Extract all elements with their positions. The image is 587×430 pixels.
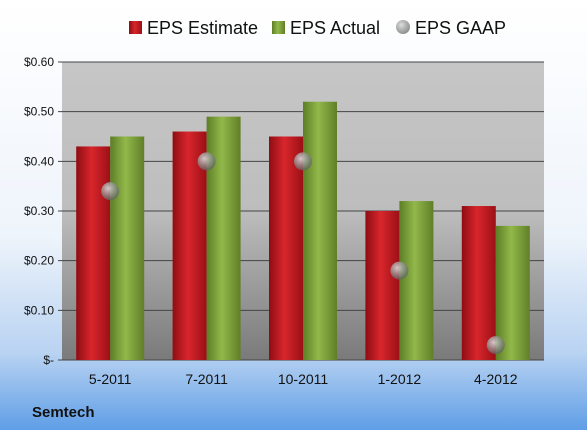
bar-eps-estimate — [76, 146, 111, 360]
bar-eps-estimate — [269, 136, 303, 360]
y-tick-label: $0.40 — [24, 154, 54, 168]
legend-marker-gaap — [396, 20, 410, 34]
legend-label-gaap: EPS GAAP — [415, 18, 506, 38]
y-tick-label: $0.50 — [24, 105, 54, 119]
x-category-label: 4-2012 — [474, 371, 518, 387]
gaap-points — [101, 152, 505, 355]
bar-eps-actual — [495, 225, 530, 360]
bar-eps-actual — [206, 116, 241, 360]
point-eps-gaap — [197, 152, 216, 171]
y-axis-ticks: $- $0.10 $0.20 $0.30 $0.40 $0.50 $0.60 — [24, 55, 54, 367]
company-label: Semtech — [32, 404, 95, 421]
bar-eps-actual — [110, 136, 145, 360]
bar-eps-estimate — [365, 211, 400, 360]
y-tick-label: $0.10 — [24, 303, 54, 317]
x-category-label: 1-2012 — [378, 371, 422, 387]
point-eps-gaap — [294, 152, 312, 171]
legend-label-actual: EPS Actual — [290, 18, 380, 38]
bar-eps-actual — [303, 101, 337, 360]
legend-swatch-actual — [272, 21, 285, 34]
bar-eps-estimate — [461, 206, 496, 360]
x-category-label: 10-2011 — [278, 371, 329, 387]
x-category-label: 5-2011 — [89, 371, 132, 387]
point-eps-gaap — [390, 261, 409, 280]
x-category-label: 7-2011 — [185, 371, 228, 387]
point-eps-gaap — [101, 182, 120, 201]
legend-label-estimate: EPS Estimate — [147, 18, 258, 38]
y-tick-label: $0.20 — [24, 254, 54, 268]
legend-swatch-estimate — [129, 21, 142, 34]
y-tick-label: $0.30 — [24, 204, 54, 218]
bar-eps-actual — [399, 201, 434, 360]
bar-eps-estimate — [172, 131, 207, 360]
point-eps-gaap — [486, 336, 505, 355]
x-axis-categories: 5-2011 7-2011 10-2011 1-2012 4-2012 — [89, 371, 518, 387]
legend: EPS Estimate EPS Actual EPS GAAP — [129, 18, 506, 38]
y-tick-label: $- — [43, 353, 54, 367]
bars — [76, 101, 530, 360]
y-tick-label: $0.60 — [24, 55, 54, 69]
